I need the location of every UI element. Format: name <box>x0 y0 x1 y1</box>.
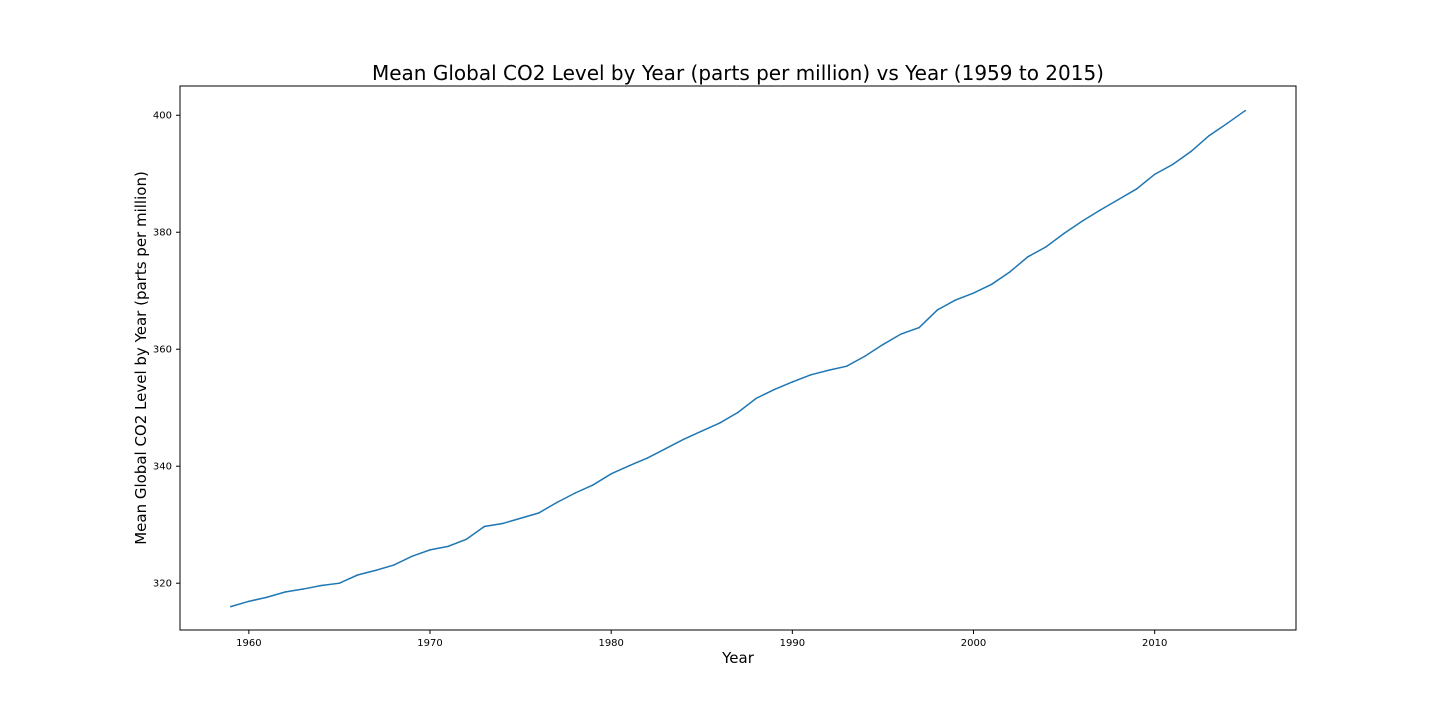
data-point <box>1009 271 1011 273</box>
data-point <box>284 591 286 593</box>
data-point <box>556 501 558 504</box>
data-point <box>882 343 884 346</box>
data-point <box>1045 246 1047 248</box>
data-point <box>592 484 594 486</box>
data-point <box>610 473 612 475</box>
data-point <box>845 365 848 367</box>
data-point <box>266 596 268 598</box>
data-point <box>755 397 757 400</box>
x-axis: 1960 1970 1980 1990 2000 2010 <box>236 630 1167 649</box>
data-point <box>429 549 431 551</box>
data-point <box>827 369 830 372</box>
data-point <box>1190 150 1192 153</box>
data-point <box>320 584 323 587</box>
data-point <box>356 574 359 576</box>
data-point <box>719 422 721 424</box>
data-point <box>1099 209 1102 211</box>
data-point <box>1226 122 1228 125</box>
x-tick-label: 2010 <box>1142 638 1167 649</box>
data-point <box>791 381 794 383</box>
data-point <box>501 522 504 525</box>
data-point <box>1027 256 1029 258</box>
data-point <box>411 555 413 558</box>
y-tick-label: 400 <box>153 111 172 122</box>
data-point <box>809 374 812 376</box>
data-point <box>1063 232 1065 235</box>
y-tick-label: 340 <box>153 462 172 473</box>
data-point <box>519 517 522 520</box>
data-point <box>990 283 993 286</box>
co2-series-line <box>230 109 1246 608</box>
data-point <box>936 309 939 311</box>
y-tick-label: 320 <box>153 579 172 590</box>
data-point <box>1153 173 1156 176</box>
data-point <box>1244 109 1247 112</box>
data-point <box>701 430 703 432</box>
data-point <box>646 457 649 459</box>
x-tick-label: 2000 <box>961 638 986 649</box>
data-point <box>229 605 232 608</box>
data-point <box>574 492 576 494</box>
data-point <box>1172 163 1174 166</box>
y-axis-label: Mean Global CO2 Level by Year (parts per… <box>132 171 150 545</box>
y-tick-label: 360 <box>153 345 172 356</box>
chart-title: Mean Global CO2 Level by Year (parts per… <box>372 61 1104 85</box>
x-axis-label: Year <box>721 649 755 667</box>
data-point <box>918 326 920 329</box>
x-tick-label: 1960 <box>236 638 261 649</box>
data-point <box>465 538 467 541</box>
data-point <box>737 411 739 414</box>
data-point <box>628 464 631 467</box>
x-tick-label: 1990 <box>780 638 805 649</box>
data-point <box>1117 198 1120 201</box>
data-point <box>374 569 377 572</box>
data-point <box>864 355 866 357</box>
data-point <box>682 438 685 441</box>
data-point <box>900 333 902 335</box>
data-point <box>972 292 975 294</box>
data-point <box>664 447 667 450</box>
data-point <box>483 525 486 528</box>
data-point <box>338 582 341 584</box>
data-points <box>229 109 1247 608</box>
data-point <box>537 512 540 514</box>
data-point <box>1135 188 1138 190</box>
data-point <box>302 588 304 590</box>
data-point <box>954 299 957 301</box>
x-tick-label: 1980 <box>598 638 623 649</box>
data-point <box>773 388 775 391</box>
data-point <box>248 600 250 603</box>
plot-frame <box>179 85 1297 631</box>
data-point <box>393 564 395 566</box>
x-tick-label: 1970 <box>417 638 442 649</box>
y-axis: 320 340 360 380 400 <box>153 111 180 590</box>
data-point <box>1081 220 1083 222</box>
y-tick-label: 380 <box>153 228 172 239</box>
data-point <box>447 545 449 548</box>
data-point <box>1208 134 1210 137</box>
